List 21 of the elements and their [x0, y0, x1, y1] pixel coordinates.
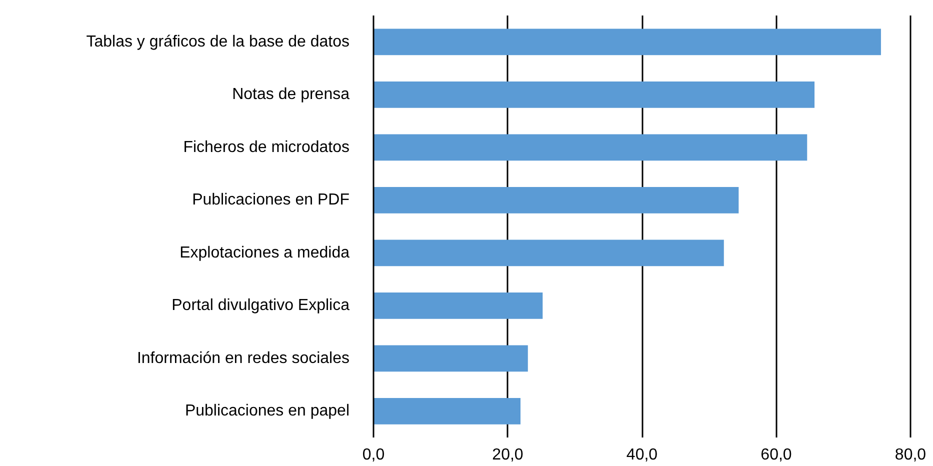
x-tick-label: 40,0	[626, 446, 658, 464]
bar	[374, 345, 528, 372]
bar	[374, 28, 881, 56]
x-tick-label: 20,0	[492, 446, 524, 464]
x-tick-label: 60,0	[760, 446, 792, 464]
y-tick-label: Información en redes sociales	[136, 350, 350, 367]
bar	[374, 186, 739, 214]
bar	[374, 134, 808, 161]
y-tick-label: Explotaciones a medida	[180, 244, 350, 262]
y-tick-label: Publicaciones en PDF	[192, 192, 350, 209]
bar	[374, 81, 815, 108]
bar	[374, 398, 521, 424]
y-tick-label: Tablas y gráficos de la base de datos	[86, 33, 350, 50]
y-tick-label: Notas de prensa	[232, 86, 350, 104]
y-tick-label: Publicaciones en papel	[184, 402, 350, 420]
bar	[374, 292, 543, 319]
y-tick-label: Portal divulgativo Explica	[172, 297, 350, 314]
x-tick-label: 80,0	[894, 446, 926, 464]
bar	[374, 240, 724, 266]
x-tick-label: 0,0	[362, 446, 385, 464]
y-tick-label: Ficheros de microdatos	[183, 138, 350, 156]
